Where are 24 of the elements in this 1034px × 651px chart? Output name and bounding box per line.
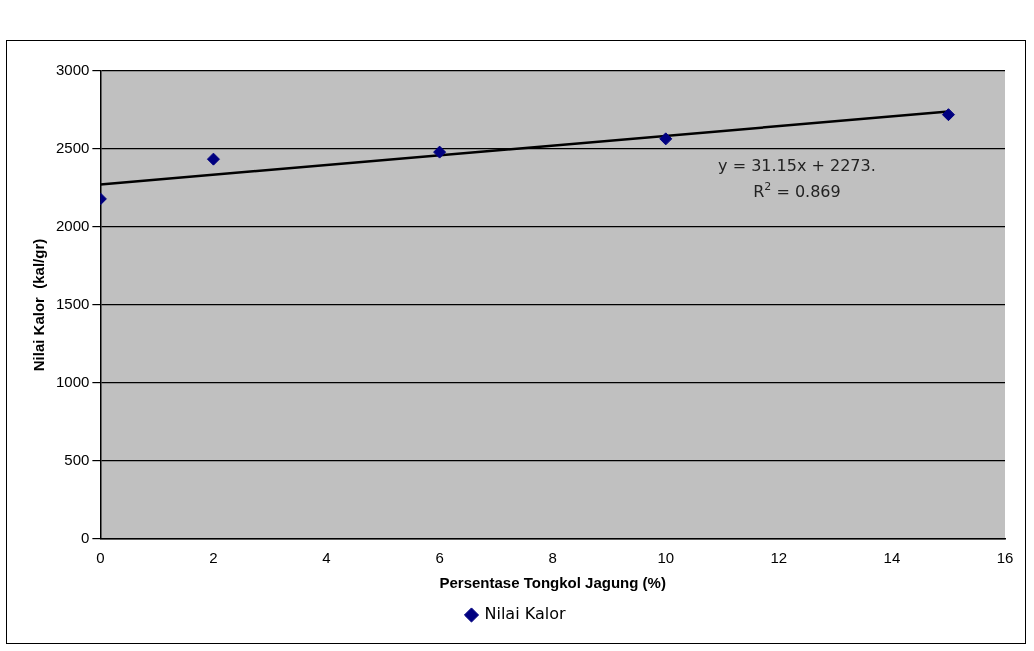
legend-label: Nilai Kalor [484,604,566,624]
point [659,132,673,146]
y-axis-title: Nilai Kalor (kal/gr) [30,238,48,372]
point [433,145,447,159]
x-tick-label: 6 [435,549,444,567]
y-tick-label: 1000 [55,373,90,391]
x-tick-label: 16 [996,549,1014,567]
x-tick-label: 10 [657,549,675,567]
y-tick-label: 0 [81,529,90,547]
y-tick-label: 2500 [55,139,90,157]
x-tick-label: 12 [770,549,788,567]
x-tick-label: 8 [548,549,557,567]
point [206,152,220,166]
annotation: y = 31.15x + 2273. [718,156,876,175]
x-tick-label: 14 [883,549,901,567]
y-tick-label: 500 [64,451,90,469]
y-tick-label: 1500 [55,295,90,313]
x-tick-label: 0 [96,549,105,567]
y-tick-label: 3000 [55,61,90,79]
point [941,108,955,122]
x-tick-label: 4 [322,549,331,567]
y-tick-label: 2000 [55,217,90,235]
x-axis-title: Persentase Tongkol Jagung (%) [439,574,666,592]
x-tick-label: 2 [209,549,218,567]
